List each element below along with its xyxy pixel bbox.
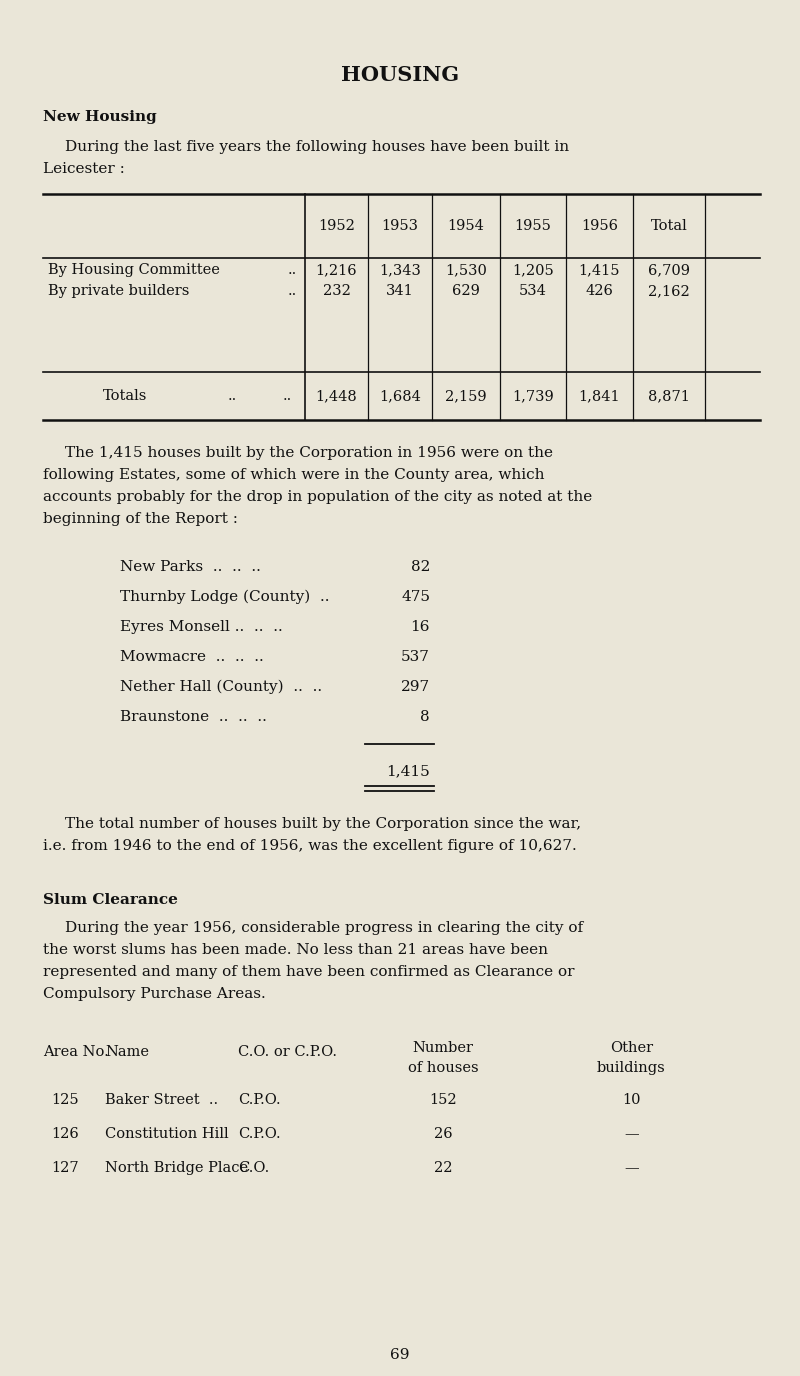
Text: C.P.O.: C.P.O. — [238, 1093, 281, 1108]
Text: The total number of houses built by the Corporation since the war,: The total number of houses built by the … — [65, 817, 581, 831]
Text: 82: 82 — [410, 560, 430, 574]
Text: i.e. from 1946 to the end of 1956, was the excellent figure of 10,627.: i.e. from 1946 to the end of 1956, was t… — [43, 839, 577, 853]
Text: 1,216: 1,216 — [316, 263, 358, 277]
Text: Constitution Hill: Constitution Hill — [105, 1127, 229, 1141]
Text: 297: 297 — [401, 680, 430, 694]
Text: 1,448: 1,448 — [316, 389, 358, 403]
Text: 1953: 1953 — [382, 219, 418, 233]
Text: By private builders: By private builders — [48, 283, 190, 299]
Text: C.P.O.: C.P.O. — [238, 1127, 281, 1141]
Text: Mowmacre  ..  ..  ..: Mowmacre .. .. .. — [120, 649, 264, 665]
Text: 629: 629 — [452, 283, 480, 299]
Text: New Housing: New Housing — [43, 110, 157, 124]
Text: Compulsory Purchase Areas.: Compulsory Purchase Areas. — [43, 987, 266, 1000]
Text: Area No.: Area No. — [43, 1044, 109, 1060]
Text: 1,739: 1,739 — [512, 389, 554, 403]
Text: 69: 69 — [390, 1348, 410, 1362]
Text: 1,415: 1,415 — [578, 263, 620, 277]
Text: During the year 1956, considerable progress in clearing the city of: During the year 1956, considerable progr… — [65, 921, 583, 936]
Text: 1956: 1956 — [581, 219, 618, 233]
Text: beginning of the Report :: beginning of the Report : — [43, 512, 238, 526]
Text: —: — — [624, 1127, 639, 1141]
Text: 125: 125 — [51, 1093, 78, 1108]
Text: Eyres Monsell ..  ..  ..: Eyres Monsell .. .. .. — [120, 621, 282, 634]
Text: 152: 152 — [429, 1093, 457, 1108]
Text: 1955: 1955 — [514, 219, 551, 233]
Text: Nether Hall (County)  ..  ..: Nether Hall (County) .. .. — [120, 680, 322, 695]
Text: Braunstone  ..  ..  ..: Braunstone .. .. .. — [120, 710, 267, 724]
Text: The 1,415 houses built by the Corporation in 1956 were on the: The 1,415 houses built by the Corporatio… — [65, 446, 553, 460]
Text: 2,159: 2,159 — [445, 389, 487, 403]
Text: 1954: 1954 — [447, 219, 485, 233]
Text: 6,709: 6,709 — [648, 263, 690, 277]
Text: 1,205: 1,205 — [512, 263, 554, 277]
Text: 22: 22 — [434, 1161, 452, 1175]
Text: New Parks  ..  ..  ..: New Parks .. .. .. — [120, 560, 261, 574]
Text: 534: 534 — [519, 283, 547, 299]
Text: accounts probably for the drop in population of the city as noted at the: accounts probably for the drop in popula… — [43, 490, 592, 504]
Text: C.O. or C.P.O.: C.O. or C.P.O. — [238, 1044, 337, 1060]
Text: By Housing Committee: By Housing Committee — [48, 263, 220, 277]
Text: 426: 426 — [586, 283, 614, 299]
Text: During the last five years the following houses have been built in: During the last five years the following… — [65, 140, 569, 154]
Text: Number: Number — [413, 1042, 474, 1055]
Text: Other: Other — [610, 1042, 653, 1055]
Text: the worst slums has been made. No less than 21 areas have been: the worst slums has been made. No less t… — [43, 943, 548, 956]
Text: 1,684: 1,684 — [379, 389, 421, 403]
Text: 10: 10 — [622, 1093, 641, 1108]
Text: following Estates, some of which were in the County area, which: following Estates, some of which were in… — [43, 468, 545, 482]
Text: 232: 232 — [322, 283, 350, 299]
Text: Slum Clearance: Slum Clearance — [43, 893, 178, 907]
Text: ..: .. — [288, 263, 297, 277]
Text: Total: Total — [650, 219, 687, 233]
Text: ..: .. — [283, 389, 292, 403]
Text: 8: 8 — [420, 710, 430, 724]
Text: Leicester :: Leicester : — [43, 162, 125, 176]
Text: 1,530: 1,530 — [445, 263, 487, 277]
Text: 8,871: 8,871 — [648, 389, 690, 403]
Text: 126: 126 — [51, 1127, 78, 1141]
Text: of houses: of houses — [408, 1061, 478, 1075]
Text: C.O.: C.O. — [238, 1161, 270, 1175]
Text: Name: Name — [105, 1044, 149, 1060]
Text: —: — — [624, 1161, 639, 1175]
Text: ..: .. — [288, 283, 297, 299]
Text: 537: 537 — [401, 649, 430, 665]
Text: 26: 26 — [434, 1127, 452, 1141]
Text: 16: 16 — [410, 621, 430, 634]
Text: North Bridge Place: North Bridge Place — [105, 1161, 248, 1175]
Text: 2,162: 2,162 — [648, 283, 690, 299]
Text: represented and many of them have been confirmed as Clearance or: represented and many of them have been c… — [43, 965, 574, 978]
Text: Baker Street  ..: Baker Street .. — [105, 1093, 218, 1108]
Text: 1,415: 1,415 — [386, 764, 430, 777]
Text: 127: 127 — [51, 1161, 78, 1175]
Text: HOUSING: HOUSING — [341, 65, 459, 85]
Text: ..: .. — [228, 389, 238, 403]
Text: 1952: 1952 — [318, 219, 355, 233]
Text: 1,841: 1,841 — [578, 389, 620, 403]
Text: Totals: Totals — [103, 389, 147, 403]
Text: 475: 475 — [401, 590, 430, 604]
Text: 1,343: 1,343 — [379, 263, 421, 277]
Text: 341: 341 — [386, 283, 414, 299]
Text: Thurnby Lodge (County)  ..: Thurnby Lodge (County) .. — [120, 590, 330, 604]
Text: buildings: buildings — [597, 1061, 666, 1075]
